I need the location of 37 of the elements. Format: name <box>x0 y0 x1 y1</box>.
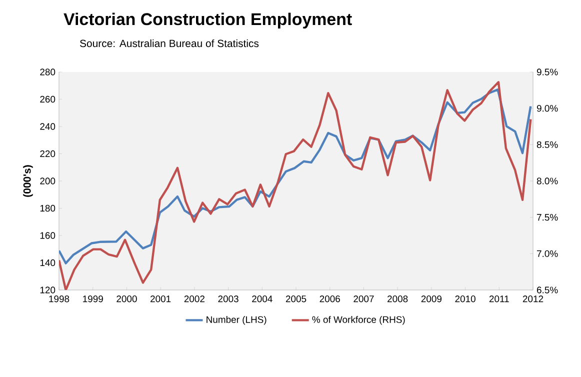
y-tick-label: 180 <box>40 204 56 212</box>
chart-subtitle: Source: Australian Bureau of Statistics <box>80 39 259 48</box>
y-tick-label: 240 <box>40 123 56 130</box>
x-tick-label: 2003 <box>218 296 238 302</box>
legend-label: % of Workforce (RHS) <box>312 316 405 325</box>
x-tick-label: 2006 <box>320 296 340 302</box>
x-tick-label: 2002 <box>184 296 204 302</box>
chart-title: Victorian Construction Employment <box>64 12 352 29</box>
y-axis-title: (000's) <box>23 165 33 197</box>
y2-tick-label: 7.5% <box>537 214 558 221</box>
y-tick-label: 120 <box>40 286 56 294</box>
y-tick-label: 140 <box>40 259 56 266</box>
x-tick-label: 1998 <box>49 296 70 302</box>
y2-tick-label: 6.5% <box>537 286 558 294</box>
x-tick-label: 2007 <box>354 296 374 302</box>
x-tick-label: 2001 <box>150 296 171 302</box>
x-tick-label: 1999 <box>83 296 103 302</box>
legend-label: Number (LHS) <box>206 316 266 325</box>
y-tick-label: 200 <box>40 178 56 184</box>
x-tick-label: 2008 <box>388 296 408 302</box>
y-tick-label: 280 <box>40 68 56 76</box>
x-tick-label: 2009 <box>421 296 442 302</box>
y2-tick-label: 8.0% <box>536 178 558 184</box>
x-tick-label: 2010 <box>455 296 476 302</box>
y-tick-label: 160 <box>40 232 56 239</box>
y2-tick-label: 9.5% <box>536 68 558 76</box>
x-tick-label: 2004 <box>252 296 272 302</box>
line-series <box>59 88 532 264</box>
x-tick-label: 2005 <box>286 296 306 302</box>
y2-tick-label: 8.5% <box>536 141 558 148</box>
y2-tick-label: 9.0% <box>536 104 558 112</box>
x-tick-label: 2011 <box>489 296 509 302</box>
x-tick-label: 2012 <box>522 296 544 302</box>
y2-tick-label: 7.0% <box>537 250 558 258</box>
y-tick-label: 260 <box>40 96 56 103</box>
y-tick-label: 220 <box>40 150 56 158</box>
x-tick-label: 2000 <box>116 296 137 302</box>
